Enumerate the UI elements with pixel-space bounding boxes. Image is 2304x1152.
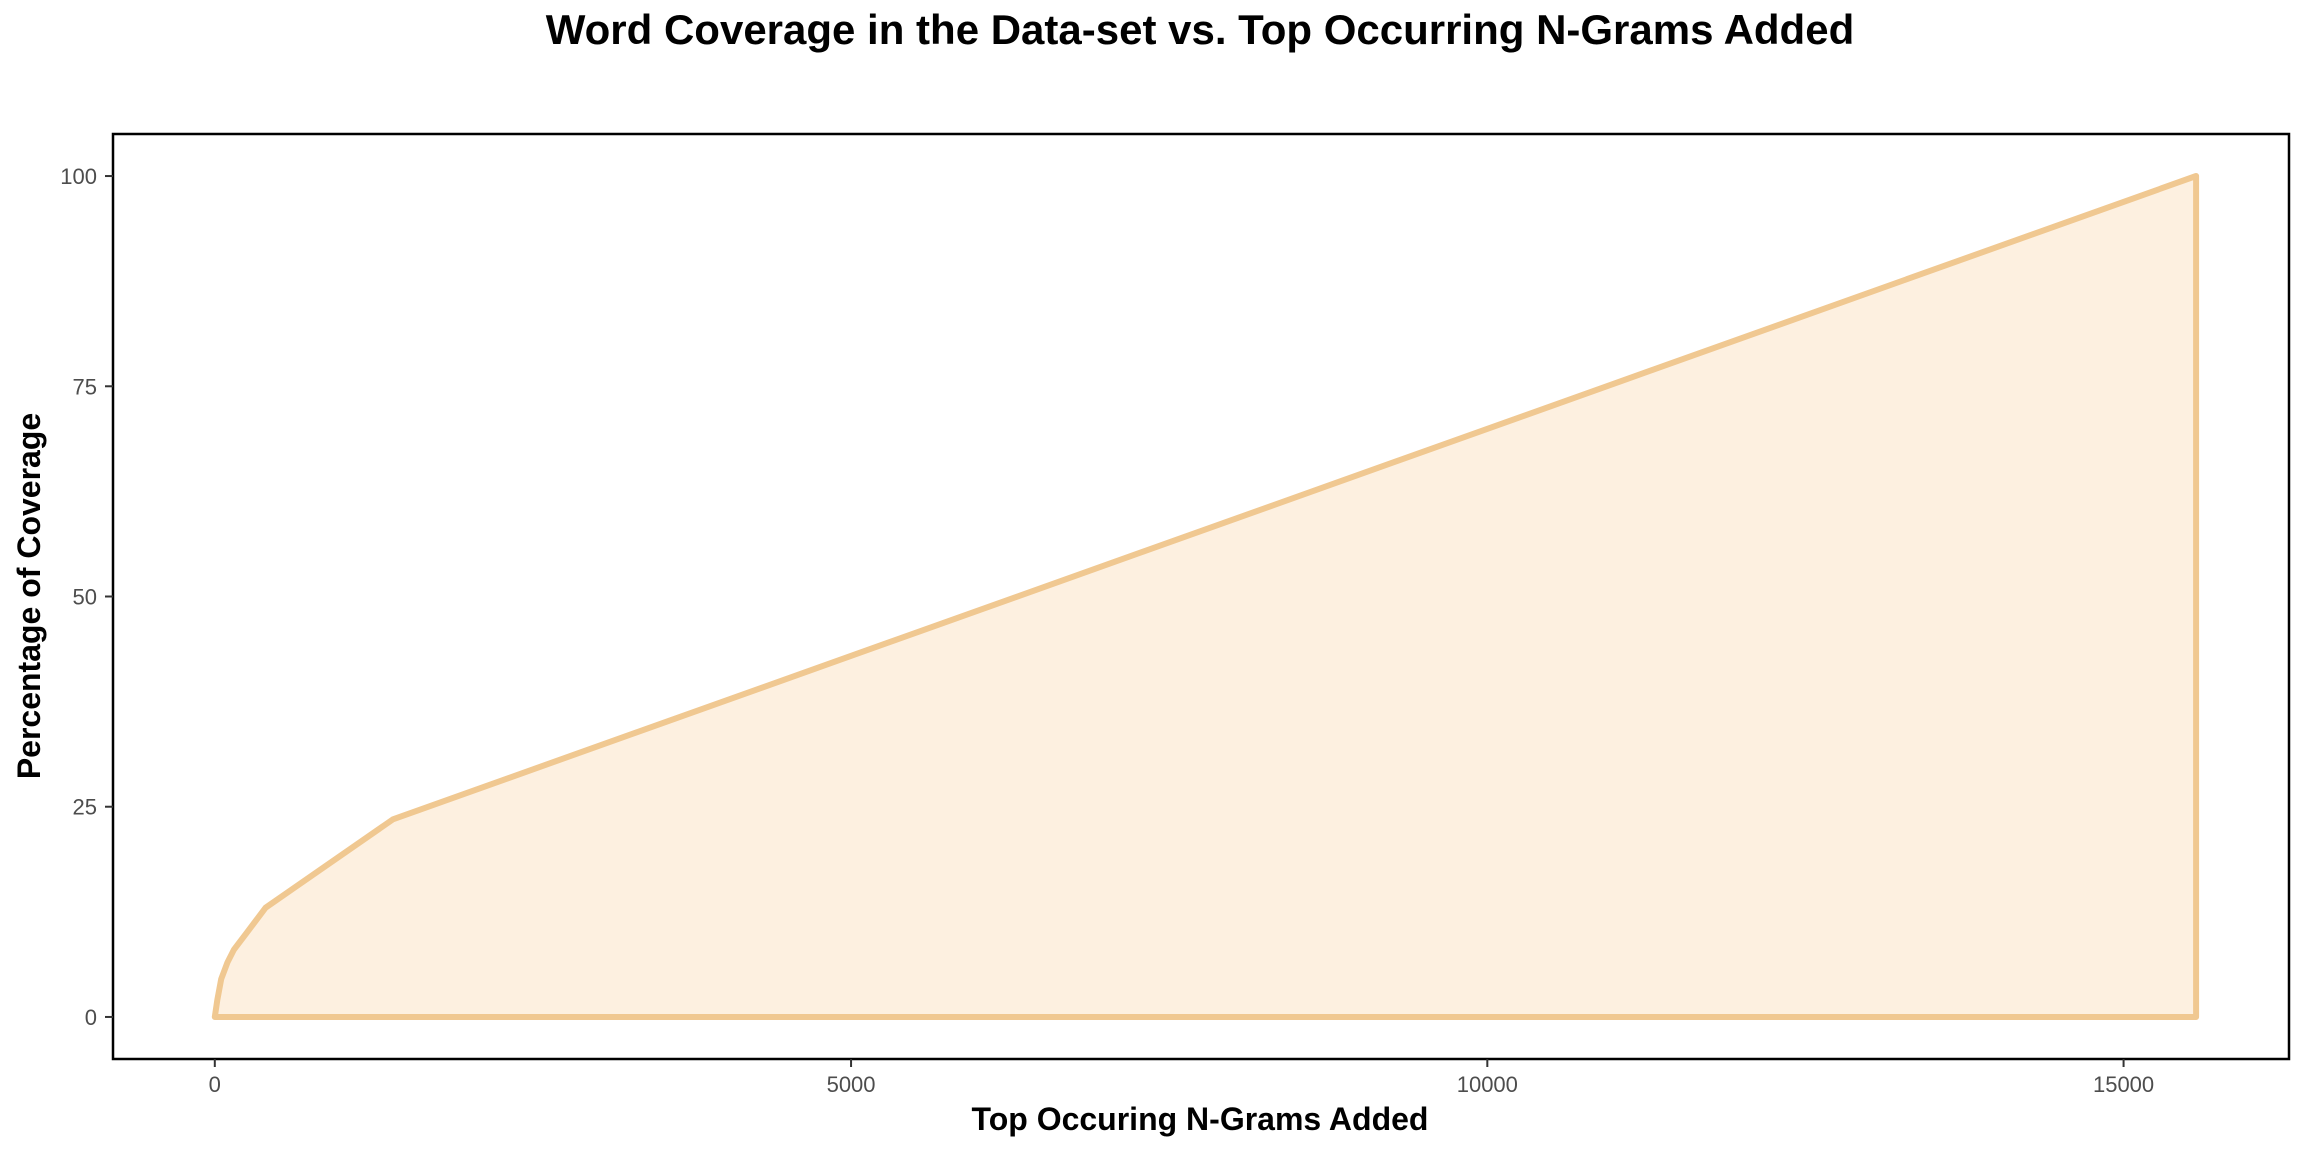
y-axis-label: Percentage of Coverage	[11, 413, 47, 779]
area-marks	[211, 173, 2200, 1020]
y-tick-label: 75	[73, 374, 97, 399]
x-tick-label: 10000	[1457, 1072, 1518, 1097]
x-tick-label: 5000	[827, 1072, 876, 1097]
x-axis-ticks: 0 5000 10000 15000	[209, 1059, 2154, 1097]
y-tick-label: 25	[73, 795, 97, 820]
y-tick-label: 0	[85, 1005, 97, 1030]
x-tick-label: 15000	[2093, 1072, 2154, 1097]
area-series-0	[211, 173, 2200, 1020]
y-tick-label: 100	[60, 164, 97, 189]
chart-title: Word Coverage in the Data-set vs. Top Oc…	[546, 6, 1854, 53]
x-tick-label: 0	[209, 1072, 221, 1097]
x-axis-label: Top Occuring N-Grams Added	[972, 1101, 1429, 1137]
y-tick-label: 50	[73, 585, 97, 610]
y-axis-ticks: 0 25 50 75 100	[60, 164, 113, 1030]
